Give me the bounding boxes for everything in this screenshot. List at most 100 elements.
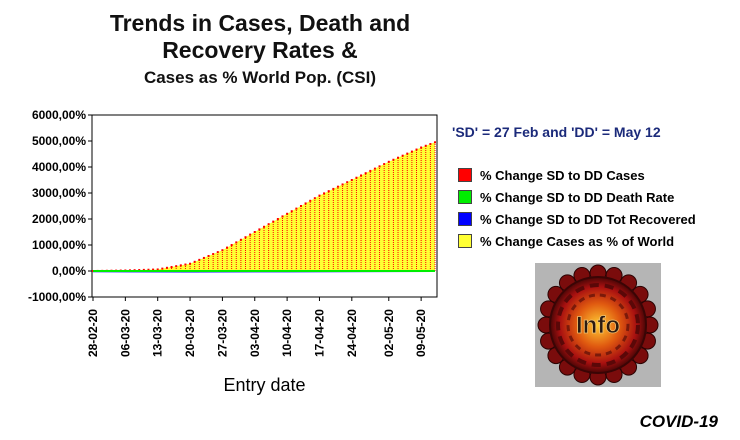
- point-cases: [286, 212, 289, 215]
- point-cases: [313, 197, 316, 200]
- point-cases: [267, 223, 270, 226]
- point-cases: [193, 260, 196, 263]
- point-cases: [415, 148, 418, 151]
- point-cases: [244, 236, 247, 239]
- point-cases: [253, 231, 256, 233]
- point-cases: [221, 249, 224, 252]
- point-cases: [161, 267, 164, 270]
- y-tick-label: 2000,00%: [32, 212, 86, 226]
- point-cases: [350, 179, 353, 181]
- point-cases: [378, 165, 381, 168]
- y-tick-label: 1000,00%: [32, 238, 86, 252]
- point-cases: [202, 256, 205, 259]
- virus-info-logo: Info: [535, 263, 661, 387]
- point-cases: [198, 258, 201, 261]
- x-tick-label: 03-04-20: [248, 309, 262, 357]
- x-tick-label: 10-04-20: [280, 309, 294, 357]
- y-tick-label: 5000,00%: [32, 134, 86, 148]
- legend-item-cases: % Change SD to DD Cases: [458, 164, 696, 186]
- legend-swatch-recovered: [458, 212, 472, 226]
- brand-label: COVID-19: [639, 412, 718, 431]
- point-cases: [272, 220, 275, 223]
- point-cases: [281, 215, 284, 218]
- date-definition-note: 'SD' = 27 Feb and 'DD' = May 12: [452, 124, 661, 140]
- point-cases: [147, 268, 150, 271]
- point-cases: [401, 154, 404, 157]
- y-tick-label: 0,00%: [52, 264, 86, 278]
- point-cases: [406, 152, 409, 155]
- point-cases: [429, 143, 432, 146]
- legend-label-cases: % Change SD to DD Cases: [480, 167, 645, 183]
- point-cases: [323, 192, 326, 195]
- legend-item-world-share: % Change Cases as % of World: [458, 230, 696, 252]
- point-cases: [387, 160, 390, 163]
- point-cases: [346, 181, 349, 184]
- x-tick-label: 02-05-20: [382, 309, 396, 357]
- point-cases: [424, 144, 427, 147]
- point-cases: [295, 207, 298, 210]
- point-cases: [360, 174, 363, 177]
- point-cases: [276, 218, 279, 220]
- point-cases: [336, 185, 339, 188]
- point-cases: [152, 268, 155, 271]
- y-tick-label: -1000,00%: [28, 290, 86, 304]
- point-cases: [263, 225, 265, 228]
- point-cases: [230, 244, 233, 246]
- point-cases: [355, 176, 358, 179]
- point-cases: [397, 156, 400, 159]
- x-tick-label: 27-03-20: [215, 309, 229, 357]
- legend: % Change SD to DD Cases % Change SD to D…: [458, 164, 696, 252]
- x-tick-label: 06-03-20: [118, 309, 132, 357]
- point-cases: [341, 183, 344, 186]
- point-cases: [410, 150, 413, 153]
- point-cases: [434, 141, 436, 144]
- legend-label-death-rate: % Change SD to DD Death Rate: [480, 189, 675, 205]
- legend-item-recovered: % Change SD to DD Tot Recovered: [458, 208, 696, 230]
- virus-icon: Info: [537, 264, 659, 386]
- point-cases: [290, 210, 293, 213]
- point-cases: [373, 167, 376, 170]
- point-cases: [318, 194, 321, 197]
- point-cases: [179, 264, 182, 267]
- y-tick-label: 3000,00%: [32, 186, 86, 200]
- point-cases: [364, 172, 367, 175]
- legend-swatch-world-share: [458, 234, 472, 248]
- point-cases: [165, 266, 168, 269]
- point-cases: [327, 190, 330, 193]
- point-cases: [170, 265, 173, 268]
- point-cases: [142, 268, 145, 271]
- legend-label-world-share: % Change Cases as % of World: [480, 233, 675, 249]
- point-cases: [156, 268, 159, 271]
- point-cases: [207, 254, 210, 257]
- legend-label-recovered: % Change SD to DD Tot Recovered: [480, 211, 696, 227]
- legend-item-death-rate: % Change SD to DD Death Rate: [458, 186, 696, 208]
- point-cases: [258, 228, 261, 231]
- point-cases: [212, 253, 215, 256]
- point-cases: [249, 233, 252, 236]
- point-cases: [184, 263, 187, 266]
- chart-title-line-2: Recovery Rates &: [162, 37, 358, 63]
- point-cases: [216, 251, 219, 254]
- point-cases: [226, 246, 229, 249]
- y-tick-label: 4000,00%: [32, 160, 86, 174]
- point-cases: [383, 163, 386, 166]
- point-cases: [369, 169, 372, 172]
- chart-title-line-1: Trends in Cases, Death and: [109, 10, 411, 36]
- point-cases: [420, 146, 423, 149]
- point-cases: [392, 158, 395, 161]
- point-cases: [175, 265, 178, 268]
- x-tick-label: 20-03-20: [183, 309, 197, 357]
- legend-swatch-death-rate: [458, 190, 472, 204]
- x-tick-label: 09-05-20: [414, 309, 428, 357]
- point-cases: [189, 262, 192, 265]
- point-cases: [309, 199, 312, 202]
- logo-text: Info: [576, 312, 620, 339]
- chart-subtitle: Cases as % World Pop. (CSI): [143, 68, 377, 87]
- point-cases: [304, 202, 307, 205]
- x-tick-label: 28-02-20: [86, 309, 100, 357]
- y-tick-label: 6000,00%: [32, 108, 86, 122]
- point-cases: [235, 241, 238, 244]
- point-cases: [239, 238, 242, 241]
- x-tick-label: 24-04-20: [345, 309, 359, 357]
